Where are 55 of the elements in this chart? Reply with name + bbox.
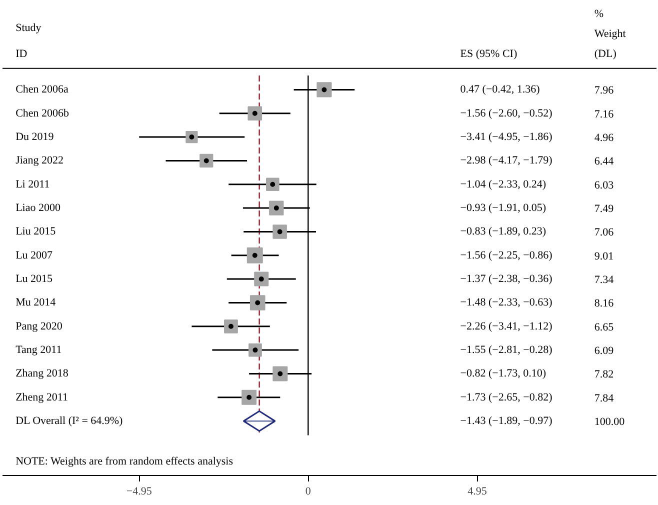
annotation: 6.44	[594, 156, 614, 168]
text: NOTE: Weights are from random effects analysis	[16, 455, 233, 468]
text: ES (95% CI)	[460, 48, 518, 60]
x-tick-label: −4.95	[126, 486, 152, 498]
annotation: 6.03	[594, 179, 614, 192]
y-tick-label: DL Overall (I² = 64.9%)	[16, 415, 124, 428]
annotation: −0.82 (−1.73, 0.10)	[460, 368, 546, 380]
y-tick-label: Liu 2015	[16, 226, 56, 238]
y-tick-label: Du 2019	[16, 131, 54, 144]
annotation: −0.93 (−1.91, 0.05)	[460, 202, 546, 214]
y-tick-label: Lu 2007	[16, 249, 54, 262]
annotation: −1.04 (−2.33, 0.24)	[460, 178, 546, 190]
y-tick-label: Liao 2000	[16, 202, 61, 214]
annotation: −0.83 (−1.89, 0.23)	[460, 226, 546, 238]
text: ID	[16, 48, 28, 60]
annotation: 8.16	[594, 298, 614, 310]
y-tick-label: Pang 2020	[16, 320, 63, 332]
y-tick-label: Jiang 2022	[16, 154, 64, 167]
annotation: 7.82	[594, 368, 614, 381]
text: (DL)	[594, 48, 617, 60]
annotation: −1.73 (−2.65, −0.82)	[460, 391, 553, 404]
annotation: −3.41 (−4.95, −1.86)	[460, 131, 553, 144]
annotation: 4.96	[594, 132, 614, 144]
text: Weight	[594, 28, 626, 40]
annotation: −1.56 (−2.25, −0.86)	[460, 249, 553, 262]
x-tick-label: 0	[305, 486, 312, 498]
y-tick-label: Chen 2006b	[16, 107, 70, 120]
y-tick-label: Mu 2014	[16, 296, 56, 309]
annotation: −2.26 (−3.41, −1.12)	[460, 320, 553, 332]
annotation: −1.55 (−2.81, −0.28)	[460, 344, 553, 356]
y-tick-label: Tang 2011	[16, 344, 62, 356]
annotation: 7.16	[594, 108, 614, 120]
annotation: 7.34	[594, 274, 614, 286]
annotation: 7.96	[594, 84, 614, 97]
annotation: −1.37 (−2.38, −0.36)	[460, 273, 553, 286]
y-tick-label: Zheng 2011	[16, 391, 68, 404]
x-tick-label: 4.95	[468, 486, 488, 498]
y-tick-label: Zhang 2018	[16, 368, 69, 380]
annotation: −2.98 (−4.17, −1.79)	[460, 154, 553, 167]
annotation: 9.01	[594, 250, 614, 262]
y-tick-label: Lu 2015	[16, 273, 54, 286]
y-tick-label: Li 2011	[16, 178, 50, 190]
text: %	[594, 8, 604, 20]
annotation: 6.65	[594, 321, 614, 334]
annotation: 7.06	[594, 226, 614, 239]
annotation: 0.47 (−0.42, 1.36)	[460, 84, 540, 96]
annotation: −1.56 (−2.60, −0.52)	[460, 107, 553, 120]
annotation: −1.48 (−2.33, −0.63)	[460, 296, 553, 309]
annotation: 100.00	[594, 416, 626, 428]
text: Study	[16, 22, 42, 34]
y-tick-label: Chen 2006a	[16, 84, 69, 96]
annotation: −1.43 (−1.89, −0.97)	[460, 415, 553, 428]
annotation: 6.09	[594, 345, 614, 358]
annotation: 7.49	[594, 203, 614, 216]
annotation: 7.84	[594, 392, 614, 404]
